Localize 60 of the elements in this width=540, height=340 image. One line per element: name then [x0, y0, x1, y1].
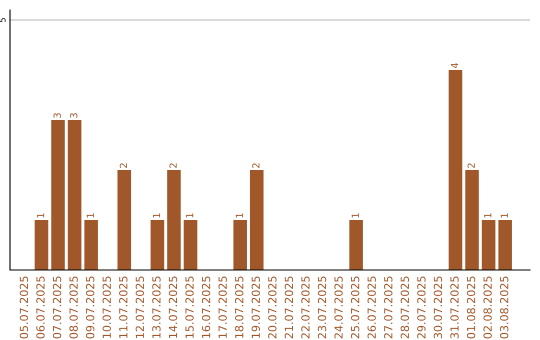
data-label: 1 — [152, 213, 160, 218]
x-tick-label: 26.07.2025 — [367, 276, 376, 338]
x-tick-label: 22.07.2025 — [301, 276, 310, 338]
x-tick-label: 09.07.2025 — [86, 276, 94, 338]
bar — [482, 220, 496, 270]
bar — [84, 220, 98, 270]
x-tick-label: 01.08.2025 — [466, 276, 476, 338]
x-tick-label: 23.07.2025 — [318, 276, 326, 338]
data-label: 1 — [484, 213, 492, 218]
bar — [233, 220, 247, 270]
bar — [150, 220, 164, 270]
x-tick-label: 17.07.2025 — [218, 276, 227, 338]
x-tick-label: 03.08.2025 — [500, 276, 508, 338]
data-label: 1 — [37, 213, 44, 218]
x-tick-label: 24.07.2025 — [334, 276, 343, 338]
x-tick-label: 10.07.2025 — [102, 276, 111, 338]
bar — [465, 170, 479, 270]
bar — [448, 70, 462, 270]
x-tick-label: 21.07.2025 — [284, 276, 294, 338]
x-tick-label: 31.07.2025 — [450, 276, 459, 338]
data-label: 3 — [53, 113, 61, 118]
x-tick-label: 16.07.2025 — [202, 276, 210, 338]
data-label: 2 — [468, 163, 475, 168]
data-label: 1 — [86, 213, 94, 218]
x-tick-label: 06.07.2025 — [36, 276, 45, 338]
x-tick-label: 02.08.2025 — [483, 276, 492, 338]
x-tick-label: 19.07.2025 — [252, 276, 260, 338]
data-label: 1 — [186, 213, 194, 218]
bar — [250, 170, 264, 270]
x-tick-label: 29.07.2025 — [417, 276, 426, 338]
x-tick-label: 28.07.2025 — [400, 276, 410, 338]
x-tick-label: 11.07.2025 — [119, 276, 128, 338]
x-tick-label: 12.07.2025 — [136, 276, 144, 338]
data-label: 2 — [252, 163, 260, 168]
data-label: 2 — [120, 163, 127, 168]
x-tick-label: 27.07.2025 — [384, 276, 392, 338]
data-label: 2 — [169, 163, 177, 168]
bar — [349, 220, 363, 270]
x-tick-label: 14.07.2025 — [168, 276, 178, 338]
x-tick-label: 30.07.2025 — [434, 276, 442, 338]
x-tick-label: 05.07.2025 — [20, 276, 28, 338]
data-label: 1 — [236, 213, 243, 218]
x-tick-label: 08.07.2025 — [69, 276, 78, 338]
x-tick-label: 18.07.2025 — [235, 276, 244, 338]
bar — [167, 170, 181, 270]
bar — [68, 120, 82, 270]
bar — [34, 220, 48, 270]
data-label: 3 — [70, 113, 78, 118]
data-label: 4 — [451, 62, 458, 68]
x-tick-label: 07.07.2025 — [52, 276, 62, 338]
data-label: 1 — [352, 213, 359, 218]
data-label: 1 — [500, 213, 508, 218]
x-tick-label: 20.07.2025 — [268, 276, 277, 338]
bar — [117, 170, 132, 270]
x-tick-label: 15.07.2025 — [185, 276, 194, 338]
bar — [184, 220, 198, 270]
x-tick-label: 25.07.2025 — [350, 276, 360, 338]
bar — [498, 220, 512, 270]
x-tick-label: 13.07.2025 — [152, 276, 161, 338]
bar — [51, 120, 65, 270]
